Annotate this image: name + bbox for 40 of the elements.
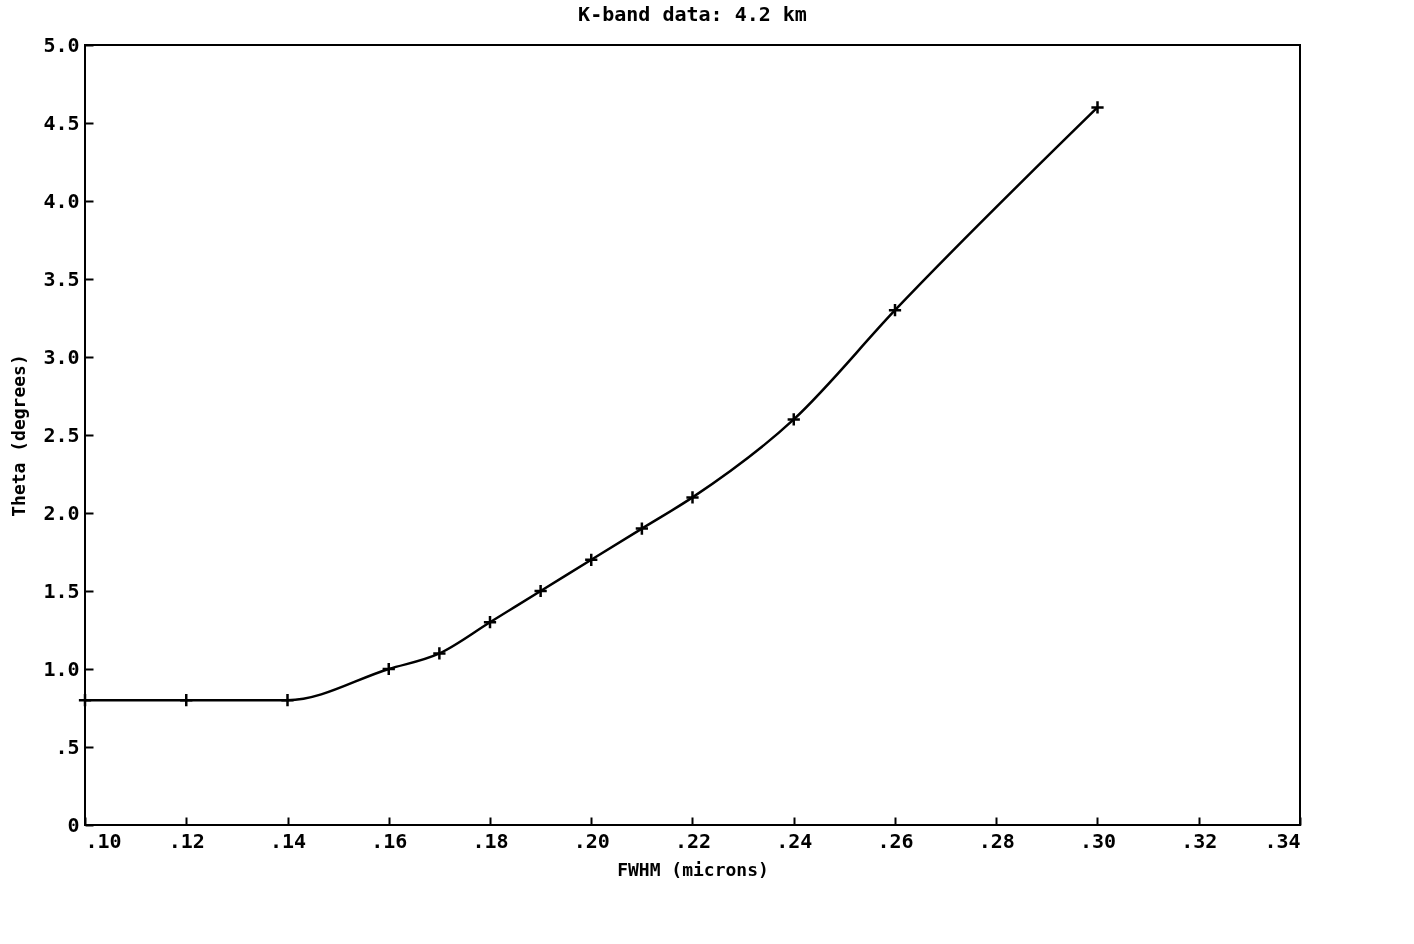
x-tick-label: .24 <box>776 828 813 853</box>
y-tick-label: 4.0 <box>43 188 80 213</box>
x-tick-label: .20 <box>573 828 610 853</box>
y-tick-label: 1.0 <box>43 656 80 681</box>
y-tick-label: 2.0 <box>43 500 80 525</box>
point <box>432 646 447 661</box>
y-tick-label: 5.0 <box>43 32 80 57</box>
x-tick-label: .34 <box>1264 828 1301 853</box>
x-tick-label: .18 <box>472 828 509 853</box>
y-tick-label: 3.0 <box>43 344 80 369</box>
chart-title: K-band data: 4.2 km <box>578 2 807 26</box>
x-tick-label: .12 <box>168 828 205 853</box>
x-tick-label: .14 <box>269 828 307 853</box>
point <box>77 692 93 708</box>
x-tick-label: .28 <box>978 828 1015 853</box>
point <box>634 521 650 536</box>
x-tick-label: .22 <box>674 828 712 853</box>
point <box>887 302 903 318</box>
y-tick-label: .5 <box>55 734 80 759</box>
x-tick-label: .10 <box>85 828 122 853</box>
x-tick-label: .32 <box>1181 828 1218 853</box>
x-tick-label: .16 <box>371 828 408 853</box>
point <box>533 583 548 599</box>
point <box>583 552 599 568</box>
y-tick-label: 4.5 <box>43 110 80 135</box>
point <box>786 412 802 427</box>
y-axis-title: Theta (degrees) <box>8 354 30 517</box>
point <box>1090 100 1105 115</box>
x-tick-label: .30 <box>1079 828 1117 853</box>
point <box>482 614 498 630</box>
y-tick-label: 0 <box>67 812 80 837</box>
point <box>685 490 700 505</box>
point <box>178 692 194 708</box>
x-tick-label: .26 <box>877 828 914 853</box>
y-tick-label: 1.5 <box>43 578 80 603</box>
point <box>280 692 295 708</box>
x-axis-title: FWHM (microns) <box>617 858 769 880</box>
y-tick-label: 2.5 <box>43 422 80 447</box>
point <box>381 661 397 677</box>
y-tick-label: 3.5 <box>43 266 80 291</box>
